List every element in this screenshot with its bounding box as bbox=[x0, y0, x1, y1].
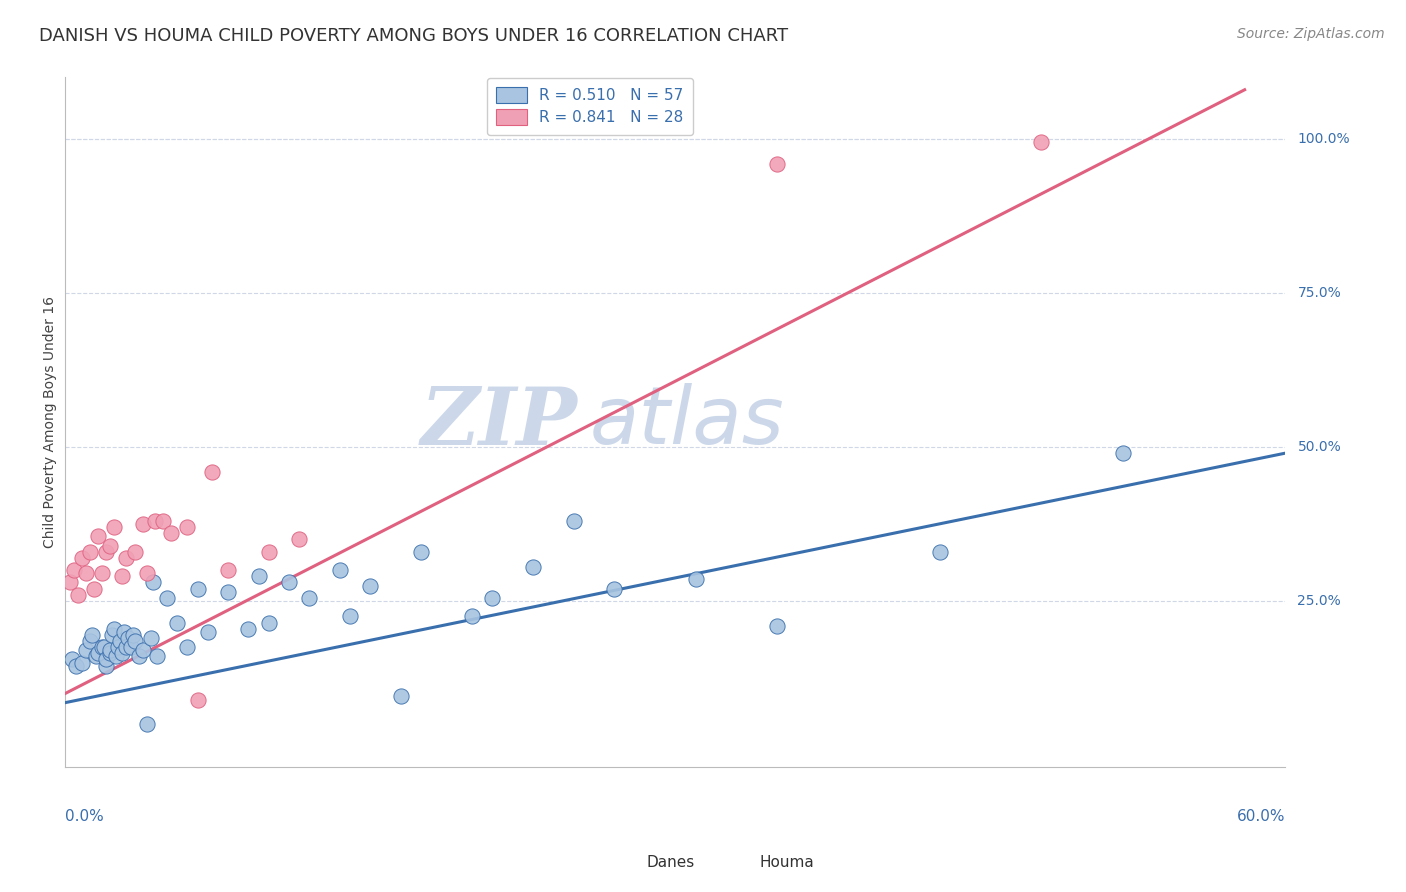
Point bbox=[187, 692, 209, 706]
Point bbox=[135, 717, 157, 731]
Point bbox=[75, 566, 97, 581]
Point bbox=[98, 539, 121, 553]
Point bbox=[128, 649, 150, 664]
Text: ZIP: ZIP bbox=[420, 384, 578, 461]
Point bbox=[94, 658, 117, 673]
Point bbox=[60, 652, 83, 666]
Point bbox=[197, 624, 219, 639]
Point bbox=[298, 591, 321, 605]
Point bbox=[107, 640, 129, 655]
Point bbox=[111, 569, 134, 583]
Point bbox=[132, 643, 155, 657]
Point bbox=[156, 591, 179, 605]
Point bbox=[329, 563, 352, 577]
Point bbox=[121, 628, 143, 642]
Point bbox=[1031, 135, 1053, 149]
Point bbox=[217, 584, 239, 599]
Point bbox=[91, 566, 114, 581]
Point bbox=[176, 520, 198, 534]
Text: Danes: Danes bbox=[647, 855, 695, 870]
Point bbox=[176, 640, 198, 655]
Point bbox=[110, 634, 132, 648]
Point bbox=[1111, 446, 1133, 460]
Point bbox=[160, 526, 183, 541]
Point bbox=[70, 656, 93, 670]
Point bbox=[75, 643, 97, 657]
Point bbox=[288, 533, 311, 547]
Point bbox=[685, 573, 707, 587]
Point bbox=[94, 544, 117, 558]
Point bbox=[562, 514, 585, 528]
Point bbox=[124, 634, 146, 648]
Point bbox=[103, 622, 125, 636]
Point bbox=[94, 652, 117, 666]
Text: 25.0%: 25.0% bbox=[1298, 594, 1341, 608]
Point bbox=[461, 609, 484, 624]
Text: 60.0%: 60.0% bbox=[1237, 809, 1285, 823]
Point bbox=[481, 591, 503, 605]
Point bbox=[766, 618, 789, 632]
Point bbox=[65, 658, 87, 673]
Y-axis label: Child Poverty Among Boys Under 16: Child Poverty Among Boys Under 16 bbox=[44, 296, 58, 549]
Point bbox=[120, 640, 142, 655]
Text: 50.0%: 50.0% bbox=[1298, 440, 1341, 454]
Point bbox=[132, 516, 155, 531]
Legend: R = 0.510   N = 57, R = 0.841   N = 28: R = 0.510 N = 57, R = 0.841 N = 28 bbox=[488, 78, 693, 135]
Point bbox=[139, 631, 162, 645]
Point bbox=[411, 544, 433, 558]
Point bbox=[87, 529, 110, 543]
Point bbox=[105, 649, 128, 664]
Text: DANISH VS HOUMA CHILD POVERTY AMONG BOYS UNDER 16 CORRELATION CHART: DANISH VS HOUMA CHILD POVERTY AMONG BOYS… bbox=[39, 27, 789, 45]
Point bbox=[359, 578, 381, 592]
Point bbox=[98, 643, 121, 657]
Point bbox=[101, 628, 124, 642]
Point bbox=[217, 563, 239, 577]
Point bbox=[93, 640, 115, 655]
Point bbox=[257, 615, 280, 630]
Text: 0.0%: 0.0% bbox=[66, 809, 104, 823]
Point bbox=[58, 575, 80, 590]
Point bbox=[66, 588, 89, 602]
Text: Source: ZipAtlas.com: Source: ZipAtlas.com bbox=[1237, 27, 1385, 41]
Point bbox=[111, 646, 134, 660]
Point bbox=[339, 609, 361, 624]
Point bbox=[166, 615, 188, 630]
Point bbox=[522, 560, 544, 574]
Text: Houma: Houma bbox=[759, 855, 814, 870]
Point bbox=[257, 544, 280, 558]
Point bbox=[201, 465, 224, 479]
Point bbox=[766, 156, 789, 170]
Point bbox=[247, 569, 270, 583]
Text: atlas: atlas bbox=[591, 384, 785, 461]
Point bbox=[928, 544, 950, 558]
Point bbox=[124, 544, 146, 558]
Point bbox=[117, 631, 139, 645]
Point bbox=[152, 514, 174, 528]
Point bbox=[143, 514, 166, 528]
Point bbox=[115, 550, 138, 565]
Point bbox=[389, 690, 412, 704]
Point bbox=[84, 649, 107, 664]
Point bbox=[115, 640, 138, 655]
Point bbox=[603, 582, 626, 596]
Point bbox=[79, 634, 101, 648]
Point bbox=[278, 575, 301, 590]
Point bbox=[91, 640, 114, 655]
Point bbox=[142, 575, 165, 590]
Point bbox=[80, 628, 103, 642]
Point bbox=[98, 646, 121, 660]
Text: 75.0%: 75.0% bbox=[1298, 286, 1341, 300]
Text: 100.0%: 100.0% bbox=[1298, 132, 1350, 146]
Point bbox=[112, 624, 135, 639]
Point bbox=[83, 582, 105, 596]
Point bbox=[87, 646, 110, 660]
Point bbox=[187, 582, 209, 596]
Point bbox=[62, 563, 84, 577]
Point bbox=[238, 622, 260, 636]
Point bbox=[103, 520, 125, 534]
Point bbox=[135, 566, 157, 581]
Point bbox=[146, 649, 169, 664]
Point bbox=[70, 550, 93, 565]
Point bbox=[79, 544, 101, 558]
